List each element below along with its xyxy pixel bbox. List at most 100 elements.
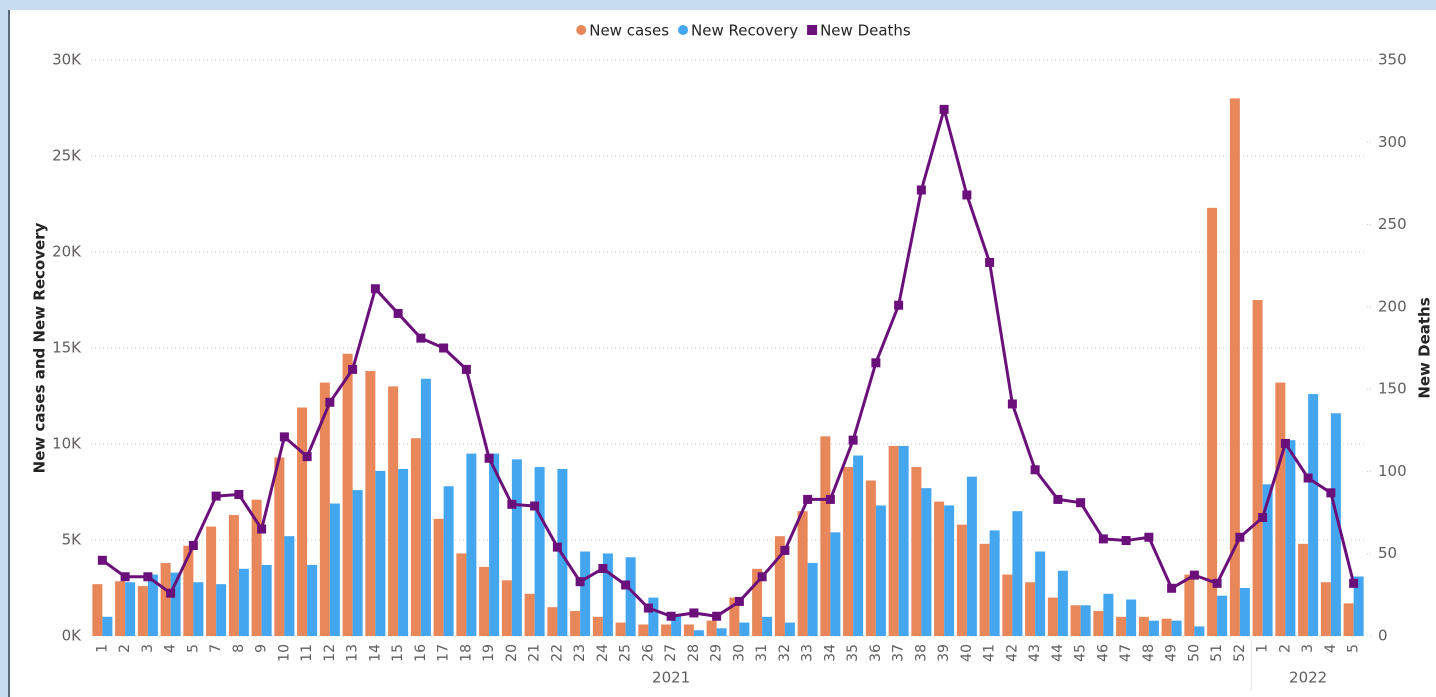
bar [762,616,773,636]
bar [365,371,376,636]
x-tick-label: 36 [868,644,884,662]
bar [648,597,659,636]
bar [388,386,399,636]
bar [443,486,454,636]
line-marker [689,608,699,618]
x-tick-label: 28 [686,644,702,662]
line-marker [393,308,403,318]
y2-tick-label: 150 [1378,380,1407,398]
line-marker [370,284,380,294]
bar [966,476,977,636]
bar [160,563,171,636]
bar [1138,616,1149,636]
x-tick-label: 52 [1232,644,1248,662]
x-tick-label: 7 [208,644,224,653]
bar [683,624,694,636]
line-marker [1053,494,1063,504]
bar [547,607,558,636]
x-tick-label: 5 [1346,644,1362,653]
bar [170,572,181,636]
bar [433,518,444,636]
line-marker [507,499,517,509]
bar [592,616,603,636]
bar [456,553,467,636]
x-tick-label: 5 [185,644,201,653]
x-tick-label: 3 [1300,644,1316,653]
bar [784,622,795,636]
line-marker [279,432,289,442]
x-tick-label: 29 [709,644,725,662]
line-marker [325,397,335,407]
bar [228,515,239,636]
line-marker [1076,498,1086,508]
bar [329,503,340,636]
x-tick-label: 8 [231,644,247,653]
bar [274,457,285,636]
y-tick-label: 30K [52,51,82,69]
x-tick-label: 35 [845,644,861,662]
x-tick-label: 51 [1209,644,1225,662]
x-tick-label: 1 [94,644,110,653]
line-marker [962,190,972,200]
bar [1320,582,1331,636]
bar [1184,574,1195,636]
line-marker [1121,536,1131,546]
line-marker [780,545,790,555]
line-marker [712,611,722,621]
line-marker [848,435,858,445]
x-tick-label: 46 [1095,644,1111,662]
bar [319,382,330,636]
x-tick-label: 18 [458,644,474,662]
bar [944,505,955,636]
bar [1080,605,1091,636]
bar [1330,413,1341,636]
y-tick-label: 5K [62,531,83,549]
bar [1217,595,1228,636]
bar [570,611,581,636]
line-marker [1326,488,1336,498]
line-marker [1349,578,1359,588]
x-tick-label: 45 [1073,644,1089,662]
bar [524,593,535,636]
y-tick-label: 0K [62,627,83,645]
bar [729,597,740,636]
x-group-label: 2021 [652,669,690,687]
bar [820,436,831,636]
bar [261,564,272,636]
bar [137,586,148,636]
y-tick-label: 10K [52,435,82,453]
bar [1116,616,1127,636]
y2-tick-label: 50 [1378,544,1397,562]
bar [251,499,262,636]
chart-panel: New cases and New Recovery New Deaths 0K… [8,10,1436,697]
bar [1308,394,1319,636]
x-tick-label: 2 [117,644,133,653]
x-tick-label: 37 [891,644,907,662]
bar [420,378,431,636]
legend-label: New Recovery [691,22,798,40]
bar [671,614,682,636]
x-tick-label: 50 [1186,644,1202,662]
line-marker [1258,513,1268,523]
line-marker [1212,578,1222,588]
line-marker [166,588,176,598]
bar [115,581,126,636]
x-tick-label: 23 [572,644,588,662]
bar [716,628,727,636]
bar [1275,382,1286,636]
line-marker [1303,473,1313,483]
x-tick-label: 17 [436,644,452,662]
x-tick-label: 21 [527,644,543,662]
line-marker [120,572,130,582]
x-tick-label: 25 [618,644,634,662]
x-tick-label: 27 [663,644,679,662]
line-marker [1030,465,1040,475]
bar [580,551,591,636]
bar [375,470,386,636]
x-tick-label: 10 [276,644,292,662]
bar [238,568,249,636]
x-tick-label: 4 [1323,644,1339,653]
bar [489,453,500,636]
x-tick-label: 34 [822,644,838,662]
x-tick-label: 33 [800,644,816,662]
